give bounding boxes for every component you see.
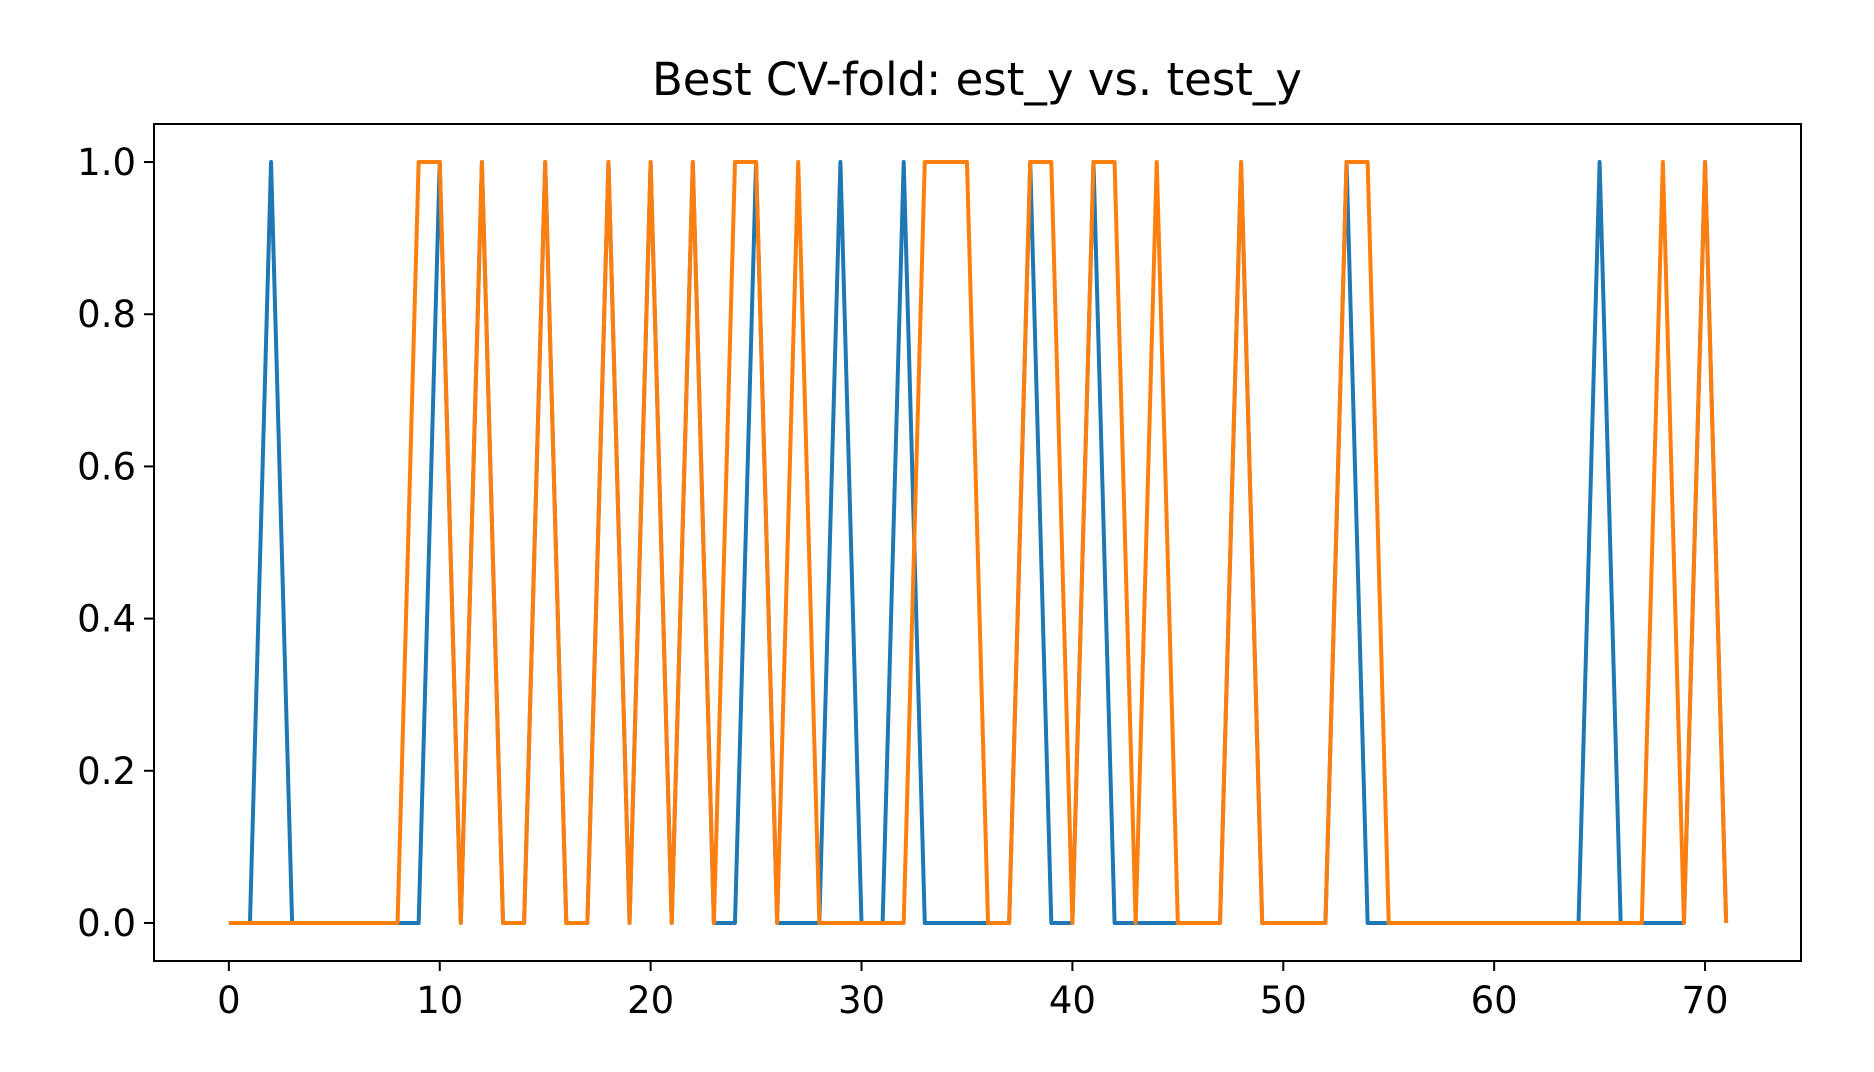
x-tick-label: 70 <box>1682 979 1729 1022</box>
x-tick-label: 50 <box>1260 979 1307 1022</box>
y-tick-label: 0.2 <box>77 750 136 793</box>
chart-title: Best CV-fold: est_y vs. test_y <box>652 53 1302 106</box>
y-tick-label: 0.8 <box>77 293 136 336</box>
y-tick-label: 0.4 <box>77 598 136 641</box>
y-tick-label: 0.6 <box>77 445 136 488</box>
plot-frame <box>153 123 1802 962</box>
x-tick-label: 10 <box>416 979 463 1022</box>
x-tick-label: 0 <box>217 979 241 1022</box>
x-tick-label: 30 <box>838 979 885 1022</box>
line-series <box>228 160 1729 925</box>
x-tick-label: 20 <box>627 979 674 1022</box>
y-tick-label: 1.0 <box>77 141 136 184</box>
x-tick-label: 40 <box>1049 979 1096 1022</box>
x-tick-label: 60 <box>1471 979 1518 1022</box>
y-tick-label: 0.0 <box>77 902 136 945</box>
